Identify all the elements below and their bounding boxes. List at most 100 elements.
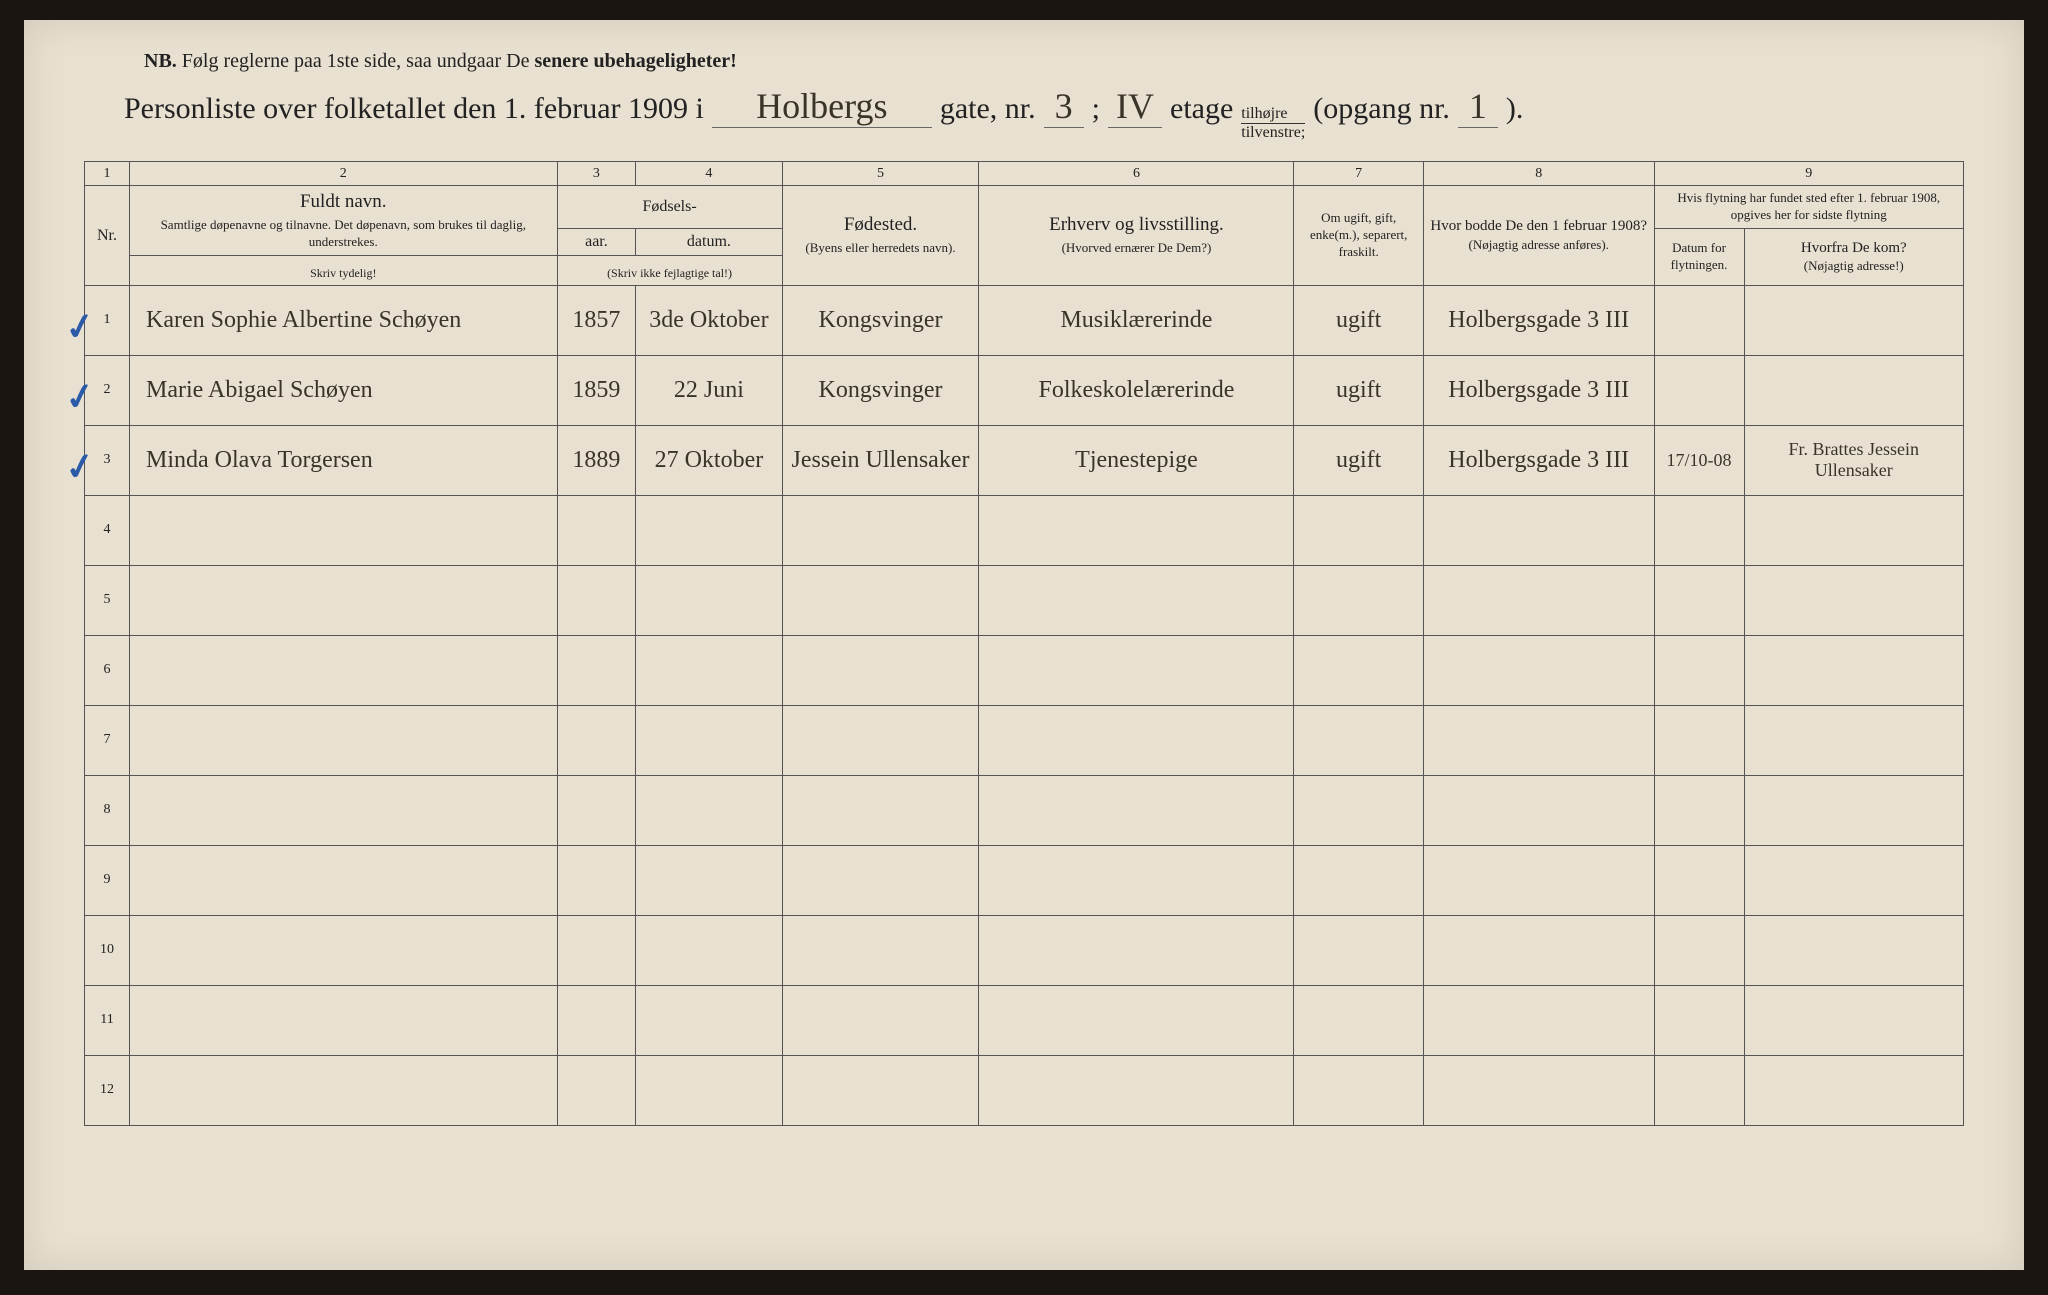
header-nr: Nr. <box>85 186 130 286</box>
row-prev-addr: Holbergsgade 3 III <box>1423 425 1654 495</box>
name-instr: Skriv tydelig! <box>136 266 551 281</box>
row-occupation <box>979 1055 1294 1125</box>
birthplace-main: Fødested. <box>789 214 973 236</box>
table-row: ✓ 1 Karen Sophie Albertine Schøyen 1857 … <box>85 285 1964 355</box>
colnum-3: 3 <box>557 162 636 186</box>
row-move-date <box>1654 775 1744 845</box>
row-move-date: 17/10-08 <box>1654 425 1744 495</box>
row-birthplace <box>782 495 979 565</box>
row-year <box>557 845 636 915</box>
row-date <box>636 1055 782 1125</box>
row-from <box>1744 775 1963 845</box>
row-nr: 10 <box>85 915 130 985</box>
move-group: Hvis flytning har fundet sted efter 1. f… <box>1661 190 1957 224</box>
row-name <box>130 635 558 705</box>
row-prev-addr <box>1423 985 1654 1055</box>
row-name <box>130 985 558 1055</box>
header-date: datum. <box>636 228 782 255</box>
row-nr: 11 <box>85 985 130 1055</box>
colnum-6: 6 <box>979 162 1294 186</box>
row-nr: ✓ 3 <box>85 425 130 495</box>
row-marital <box>1294 635 1423 705</box>
row-move-date <box>1654 1055 1744 1125</box>
opgang-close: ). <box>1506 92 1524 126</box>
year-instr: (Skriv ikke fejlagtige tal!) <box>564 266 776 281</box>
title-prefix: Personliste over folketallet den 1. febr… <box>124 92 704 126</box>
row-occupation <box>979 635 1294 705</box>
table-row: 7 <box>85 705 1964 775</box>
colnum-4: 4 <box>636 162 782 186</box>
prev-main: Hvor bodde De den 1 februar 1908? <box>1430 217 1648 237</box>
row-year <box>557 495 636 565</box>
nb-text: Følg reglerne paa 1ste side, saa undgaar… <box>182 50 530 72</box>
row-name: Minda Olava Torgersen <box>130 425 558 495</box>
checkmark-icon: ✓ <box>62 304 99 351</box>
checkmark-icon: ✓ <box>62 374 99 421</box>
row-prev-addr <box>1423 845 1654 915</box>
row-birthplace <box>782 565 979 635</box>
opgang-nr: 1 <box>1458 85 1498 128</box>
row-from <box>1744 915 1963 985</box>
row-occupation <box>979 845 1294 915</box>
row-prev-addr <box>1423 565 1654 635</box>
street-name: Holbergs <box>712 85 932 128</box>
row-year: 1859 <box>557 355 636 425</box>
from-main: Hvorfra De kom? <box>1751 239 1957 259</box>
row-move-date <box>1654 495 1744 565</box>
birthplace-sub: (Byens eller herredets navn). <box>789 240 973 257</box>
row-date <box>636 495 782 565</box>
row-marital: ugift <box>1294 285 1423 355</box>
row-year <box>557 705 636 775</box>
row-marital <box>1294 565 1423 635</box>
table-row: 11 <box>85 985 1964 1055</box>
header-marital: Om ugift, gift, enke(m.), separert, fras… <box>1294 186 1423 286</box>
row-name <box>130 845 558 915</box>
row-birthplace <box>782 705 979 775</box>
row-name <box>130 705 558 775</box>
row-birthplace: Jessein Ullensaker <box>782 425 979 495</box>
marital-main: Om ugift, gift, enke(m.), separert, fras… <box>1300 210 1416 261</box>
row-date <box>636 845 782 915</box>
table-body: ✓ 1 Karen Sophie Albertine Schøyen 1857 … <box>85 285 1964 1125</box>
occupation-main: Erhverv og livsstilling. <box>985 214 1287 236</box>
row-birthplace <box>782 845 979 915</box>
etage-label: etage <box>1170 92 1233 126</box>
table-header: 1 2 3 4 5 6 7 8 9 Nr. Fuldt navn. Samtli… <box>85 162 1964 286</box>
header-move-group: Hvis flytning har fundet sted efter 1. f… <box>1654 186 1963 229</box>
row-date <box>636 915 782 985</box>
row-nr: 7 <box>85 705 130 775</box>
row-birthplace: Kongsvinger <box>782 285 979 355</box>
row-prev-addr <box>1423 635 1654 705</box>
name-sub: Samtlige døpenavne og tilnavne. Det døpe… <box>136 217 551 251</box>
row-name <box>130 495 558 565</box>
row-date <box>636 985 782 1055</box>
row-name <box>130 775 558 845</box>
side-top: tilhøjre <box>1241 105 1305 124</box>
row-marital <box>1294 705 1423 775</box>
title-line: Personliste over folketallet den 1. febr… <box>84 85 1964 141</box>
header-occupation: Erhverv og livsstilling. (Hvorved ernære… <box>979 186 1294 286</box>
row-occupation <box>979 915 1294 985</box>
row-from <box>1744 985 1963 1055</box>
row-name: Karen Sophie Albertine Schøyen <box>130 285 558 355</box>
row-occupation <box>979 775 1294 845</box>
row-from <box>1744 495 1963 565</box>
row-prev-addr: Holbergsgade 3 III <box>1423 285 1654 355</box>
gate-label: gate, nr. <box>940 92 1036 126</box>
table-row: 10 <box>85 915 1964 985</box>
row-from <box>1744 285 1963 355</box>
row-marital <box>1294 1055 1423 1125</box>
header-from: Hvorfra De kom? (Nøjagtig adresse!) <box>1744 228 1963 285</box>
row-from <box>1744 845 1963 915</box>
header-year: aar. <box>557 228 636 255</box>
row-move-date <box>1654 635 1744 705</box>
from-sub: (Nøjagtig adresse!) <box>1751 258 1957 275</box>
colnum-9: 9 <box>1654 162 1963 186</box>
row-from <box>1744 635 1963 705</box>
nb-bold: senere ubehageligheter! <box>534 50 736 72</box>
row-move-date <box>1654 565 1744 635</box>
row-birthplace: Kongsvinger <box>782 355 979 425</box>
nb-warning-line: NB. Følg reglerne paa 1ste side, saa und… <box>84 50 1964 73</box>
row-occupation <box>979 985 1294 1055</box>
row-marital <box>1294 775 1423 845</box>
